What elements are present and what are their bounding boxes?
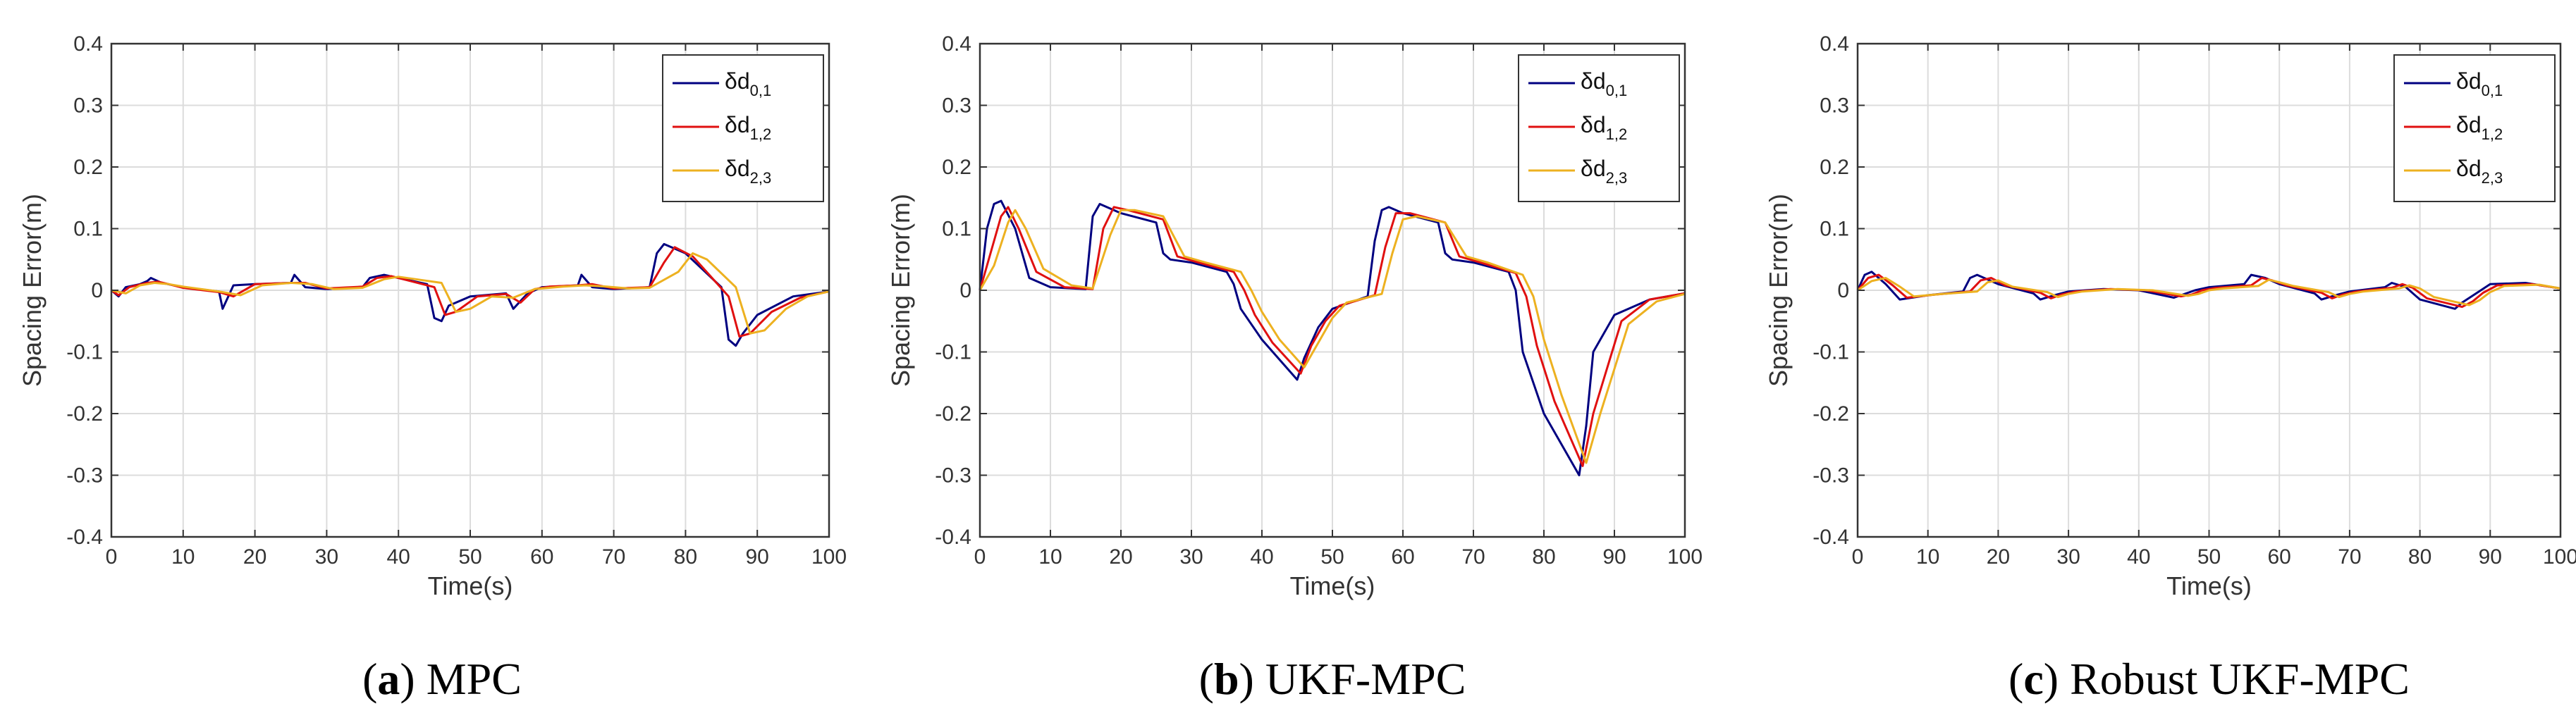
y-axis-label: Spacing Error(m) (886, 194, 915, 387)
series-line-2-3 (111, 252, 830, 335)
chart-panel-c: 0 10 20 30 40 50 60 70 80 90 100 -0.4 -0.3 -0.2 -0.1 0 0… (1764, 32, 2576, 704)
x-tick-label: 70 (1461, 545, 1485, 569)
x-tick-label: 80 (1532, 545, 1555, 569)
legend-box (662, 54, 824, 202)
y-tick-label: -0.4 (1813, 526, 1849, 549)
legend-entry: δd1,2 (725, 112, 771, 143)
x-tick-label: 10 (1916, 545, 1939, 569)
x-axis-label: Time(s) (1290, 571, 1375, 600)
y-tick-label: -0.3 (66, 464, 103, 488)
legend-box (1518, 54, 1680, 202)
x-tick-label: 90 (2479, 545, 2502, 569)
y-tick-label: 0.1 (942, 218, 971, 241)
y-tick-label: 0 (91, 279, 103, 302)
x-tick-label: 60 (2268, 545, 2291, 569)
y-tick-label: 0.2 (942, 156, 971, 179)
panel-caption: (a) MPC (362, 654, 522, 704)
x-tick-label: 90 (746, 545, 769, 569)
y-tick-label: -0.3 (935, 464, 971, 488)
x-tick-label: 100 (811, 545, 847, 569)
y-tick-label: 0.3 (942, 94, 971, 118)
x-tick-label: 0 (1852, 545, 1864, 569)
legend-entry: δd0,1 (1581, 68, 1627, 99)
legend-entry: δd2,3 (1581, 156, 1627, 187)
panel-caption: (b) UKF-MPC (1199, 654, 1466, 704)
series-line-1-2 (1856, 273, 2561, 309)
x-tick-label: 30 (315, 545, 338, 569)
y-tick-label: 0.3 (1820, 94, 1849, 118)
x-tick-label: 20 (1987, 545, 2010, 569)
series-line-2-3 (979, 209, 1686, 464)
x-tick-label: 20 (243, 545, 266, 569)
x-tick-label: 70 (2338, 545, 2361, 569)
x-tick-label: 100 (1667, 545, 1703, 569)
x-tick-label: 0 (106, 545, 118, 569)
y-tick-label: 0.4 (942, 32, 971, 56)
x-tick-label: 0 (974, 545, 986, 569)
y-tick-label: 0.2 (73, 156, 103, 179)
legend-box (2393, 54, 2556, 202)
x-axis-label: Time(s) (2166, 571, 2252, 600)
x-tick-label: 80 (2408, 545, 2431, 569)
chart-panel-a: 0 10 20 30 40 50 60 70 80 90 100 -0.4 -0.3 -0.2 -0.1 0 0… (18, 32, 847, 704)
x-tick-label: 80 (674, 545, 697, 569)
y-tick-label: -0.1 (66, 341, 103, 364)
legend-entry: δd1,2 (2456, 112, 2503, 143)
x-tick-label: 90 (1602, 545, 1626, 569)
x-tick-label: 70 (602, 545, 625, 569)
x-tick-label: 20 (1109, 545, 1132, 569)
y-tick-label: 0.1 (1820, 218, 1849, 241)
x-tick-label: 40 (1250, 545, 1273, 569)
x-tick-label: 10 (171, 545, 195, 569)
x-axis-label: Time(s) (428, 571, 513, 600)
legend-entry: δd1,2 (1581, 112, 1627, 143)
x-tick-label: 60 (530, 545, 553, 569)
y-tick-label: -0.3 (1813, 464, 1849, 488)
y-tick-label: -0.1 (1813, 341, 1849, 364)
x-tick-label: 60 (1391, 545, 1414, 569)
series-line-0-1 (1856, 271, 2561, 310)
x-tick-label: 30 (1179, 545, 1203, 569)
y-tick-label: 0.1 (73, 218, 103, 241)
y-tick-label: 0.4 (1820, 32, 1849, 56)
y-tick-label: 0.4 (73, 32, 103, 56)
y-tick-label: -0.2 (1813, 402, 1849, 426)
legend-entry: δd0,1 (2456, 68, 2503, 99)
legend-entry: δd2,3 (725, 156, 771, 187)
x-tick-label: 30 (2056, 545, 2080, 569)
legend-entry: δd0,1 (725, 68, 771, 99)
y-tick-label: -0.1 (935, 341, 971, 364)
y-axis-label: Spacing Error(m) (1764, 194, 1793, 387)
series-line-1-2 (979, 206, 1686, 467)
series-line-2-3 (1857, 277, 2561, 306)
y-tick-label: -0.2 (935, 402, 971, 426)
y-tick-label: -0.4 (935, 526, 971, 549)
x-tick-label: 40 (2127, 545, 2150, 569)
y-tick-label: -0.2 (66, 402, 103, 426)
x-tick-label: 50 (1320, 545, 1344, 569)
x-tick-label: 50 (2197, 545, 2221, 569)
y-tick-label: 0 (959, 279, 971, 302)
x-tick-label: 40 (387, 545, 410, 569)
y-tick-label: 0 (1837, 279, 1849, 302)
y-tick-label: 0.2 (1820, 156, 1849, 179)
chart-panel-b: 0 10 20 30 40 50 60 70 80 90 100 -0.4 -0.3 -0.2 -0.1 0 0… (886, 32, 1703, 704)
y-axis-label: Spacing Error(m) (18, 194, 47, 387)
x-tick-label: 10 (1038, 545, 1062, 569)
x-tick-label: 50 (458, 545, 482, 569)
y-tick-label: -0.4 (66, 526, 103, 549)
y-tick-label: 0.3 (73, 94, 103, 118)
x-tick-label: 100 (2543, 545, 2576, 569)
legend-entry: δd2,3 (2456, 156, 2503, 187)
panel-caption: (c) Robust UKF-MPC (2008, 654, 2410, 704)
